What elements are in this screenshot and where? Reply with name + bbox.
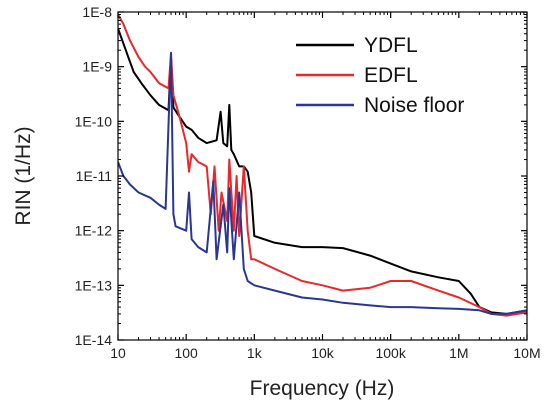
legend-label-ydfl: YDFL [364,34,418,57]
y-axis-tick-labels: 1E-14 1E-13 1E-12 1E-11 1E-10 1E-9 1E-8 [75,4,113,348]
y-axis-ticks [118,11,527,341]
y-tick-label: 1E-9 [82,59,112,75]
x-tick-label: 10k [311,345,335,361]
x-tick-label: 1k [247,345,263,361]
y-tick-label: 1E-10 [75,113,113,129]
legend: YDFL EDFL Noise floor [296,34,464,117]
series-line-edfl [118,14,527,317]
plot-frame [117,11,528,341]
legend-label-edfl: EDFL [364,64,418,87]
y-tick-label: 1E-13 [75,277,113,293]
legend-label-noise-floor: Noise floor [364,94,464,117]
series-line-ydfl [118,28,527,315]
series-line-noise-floor [118,51,527,315]
series-layer [118,14,527,317]
y-axis-title: RIN (1/Hz) [12,126,35,225]
x-tick-label: 100k [375,345,406,361]
y-tick-label: 1E-12 [75,223,113,239]
x-tick-label: 10M [513,345,540,361]
y-tick-label: 1E-8 [82,4,112,20]
y-tick-label: 1E-11 [76,168,113,184]
x-tick-label: 100 [174,345,198,361]
y-tick-label: 1E-14 [75,332,113,348]
x-axis-ticks [117,12,528,340]
x-axis-tick-labels: 10 100 1k 10k 100k 1M 10M [110,345,540,361]
x-axis-title: Frequency (Hz) [250,377,395,400]
x-tick-label: 10 [110,345,126,361]
x-tick-label: 1M [449,345,468,361]
